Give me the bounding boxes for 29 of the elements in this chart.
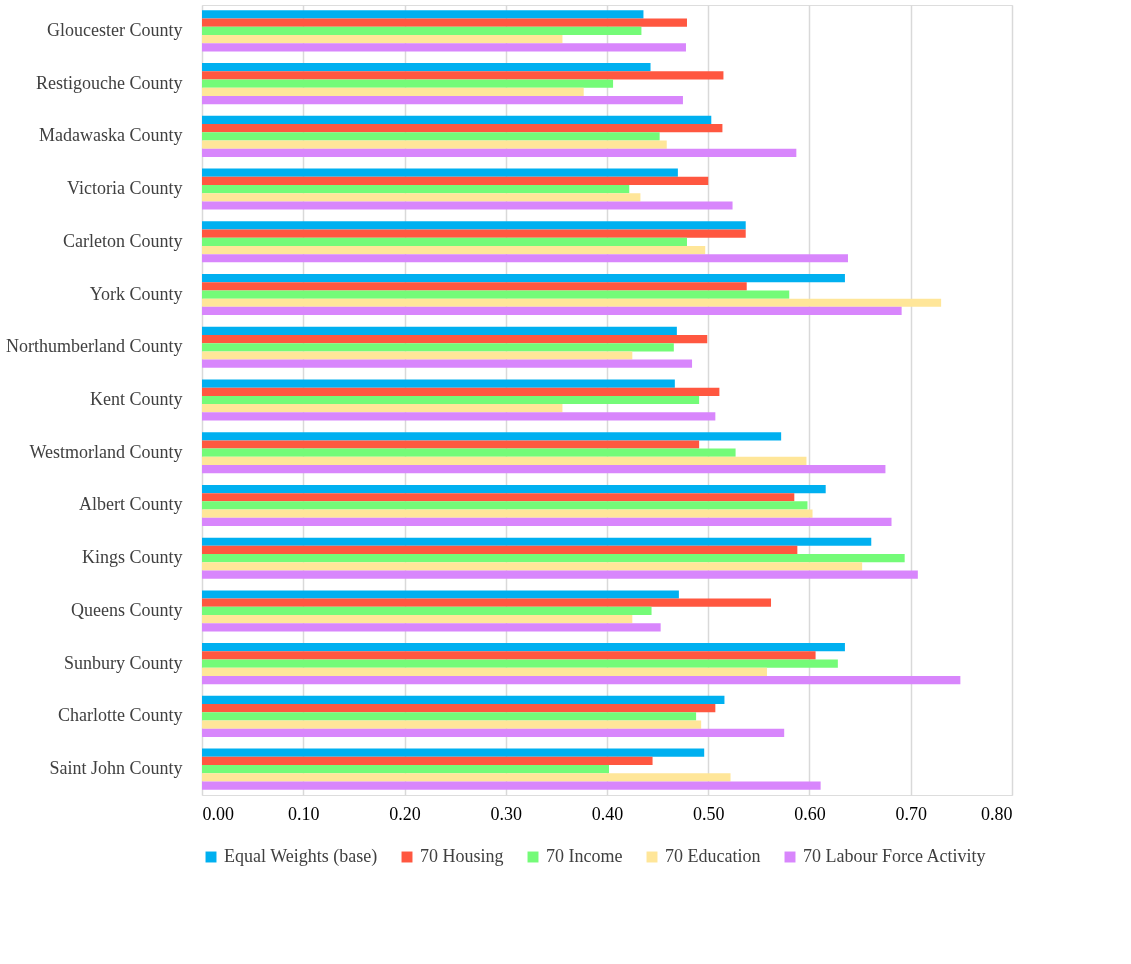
y-tick-label: Sunbury County: [63, 652, 183, 673]
y-tick-label: Charlotte County: [58, 705, 183, 726]
y-tick-label: Gloucester County: [47, 19, 183, 40]
x-tick-label: 0.20: [389, 803, 421, 824]
legend-label: Equal Weights (base): [224, 846, 378, 867]
y-tick-label: Queens County: [71, 599, 183, 620]
legend-label: 70 Income: [546, 846, 623, 866]
y-tick-label: Kent County: [90, 389, 183, 409]
x-tick-label: 0.40: [591, 803, 624, 824]
y-tick-label: Saint John County: [49, 758, 183, 779]
y-tick-label: Northumberland County: [6, 336, 183, 357]
x-tick-label: 0.70: [895, 803, 927, 824]
y-tick-label: Madawaska County: [39, 125, 183, 146]
legend-label: 70 Education: [665, 846, 761, 866]
y-tick-label: York County: [89, 283, 183, 304]
x-tick-label: 0.30: [490, 803, 522, 824]
x-tick-label: 0.50: [693, 803, 725, 824]
y-tick-label: Restigouche County: [36, 72, 183, 93]
x-tick-label: 0.60: [794, 803, 826, 824]
y-tick-label: Albert County: [79, 494, 183, 515]
x-tick-label: 0.00: [202, 803, 234, 824]
y-tick-label: Kings County: [81, 547, 183, 568]
legend-label: 70 Housing: [420, 846, 504, 866]
y-tick-label: Westmorland County: [29, 441, 183, 462]
x-tick-label: 0.10: [288, 803, 320, 824]
y-tick-label: Carleton County: [63, 230, 183, 251]
x-tick-label: 0.80: [981, 803, 1013, 824]
legend-label: 70 Labour Force Activity: [803, 846, 986, 866]
y-tick-label: Victoria County: [67, 178, 183, 199]
